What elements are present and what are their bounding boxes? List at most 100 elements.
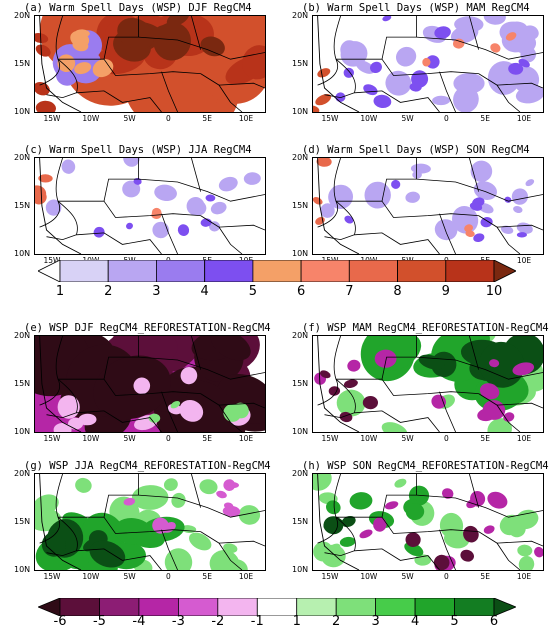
coastline <box>39 16 82 112</box>
colorbar-max-arrow <box>493 597 518 617</box>
field-blob <box>323 517 344 532</box>
field-blob <box>432 95 451 106</box>
coastline <box>39 336 82 432</box>
map-area <box>312 473 544 571</box>
field-blob <box>93 226 105 238</box>
country-border <box>58 336 139 380</box>
country-border <box>76 410 162 432</box>
field-blob <box>373 517 387 532</box>
field-blob <box>454 16 484 33</box>
country-border <box>218 82 265 89</box>
country-border <box>336 474 417 518</box>
colorbar-segment <box>414 597 456 617</box>
field-blob <box>374 349 397 368</box>
colorbar-segment <box>335 597 377 617</box>
field-blob <box>443 529 470 549</box>
country-border <box>354 232 440 254</box>
colorbar-segment <box>397 259 447 283</box>
colorbar-label: -2 <box>211 614 225 629</box>
y-tick-label: 20N <box>14 469 31 478</box>
country-border <box>439 213 456 254</box>
map-field <box>313 16 543 112</box>
field-blob <box>512 362 535 376</box>
x-tick-label: 15W <box>321 114 339 123</box>
field-blob <box>61 159 76 174</box>
coastline <box>317 336 360 432</box>
country-border <box>46 92 77 99</box>
field-blob <box>123 497 136 506</box>
field-blob <box>487 418 512 432</box>
map-area <box>34 157 266 255</box>
map-panel-f: (f) WSP MAM RegCM4_REFORESTATION-RegCM4 2… <box>292 320 552 458</box>
field-blob <box>410 163 431 174</box>
colorbar-segment <box>454 597 495 617</box>
field-blob <box>517 544 533 557</box>
field-blob <box>483 525 495 534</box>
field-blob <box>133 531 165 548</box>
x-tick-label: 10W <box>360 572 378 581</box>
y-tick-label: 15N <box>14 379 31 388</box>
map-panel-h: (h) WSP SON RegCM4_REFORESTATION-RegCM4 2… <box>292 458 552 596</box>
field-blob <box>441 488 454 499</box>
colorbar-label: 2 <box>104 284 113 299</box>
field-blob <box>490 43 501 53</box>
country-border <box>191 158 201 192</box>
y-tick-label: 10N <box>292 249 309 258</box>
country-border <box>381 516 479 534</box>
field-blob <box>405 532 421 548</box>
colorbar-label: 1 <box>55 284 65 299</box>
field-blob <box>515 85 543 104</box>
country-border <box>218 224 265 231</box>
map-area <box>312 335 544 433</box>
country-border <box>439 529 456 570</box>
country-border <box>200 531 243 570</box>
field-blob <box>41 532 67 557</box>
x-tick-label: 0 <box>444 572 449 581</box>
panel-title: (e) WSP DJF RegCM4_REFORESTATION-RegCM4 <box>24 322 271 334</box>
colorbar-label: 8 <box>393 284 402 299</box>
country-border <box>324 550 355 557</box>
x-tick-label: 0 <box>444 114 449 123</box>
country-border <box>381 200 479 218</box>
country-border <box>103 516 201 534</box>
field-blob <box>434 26 451 39</box>
country-border <box>496 224 543 231</box>
y-tick-label: 10N <box>292 107 309 116</box>
country-border <box>354 548 440 570</box>
colorbar-segment <box>375 597 416 617</box>
field-blob <box>89 540 126 568</box>
x-tick-label: 10W <box>82 114 100 123</box>
country-border <box>381 378 479 396</box>
map-field <box>35 474 265 570</box>
panel-title: (h) WSP SON RegCM4_REFORESTATION-RegCM4 <box>302 460 549 472</box>
field-blob <box>394 478 407 488</box>
field-blob <box>489 359 500 368</box>
field-blob <box>349 492 373 510</box>
field-blob <box>384 501 399 510</box>
map-panel-g: (g) WSP JJA RegCM4_REFORESTATION-RegCM4 2… <box>14 458 286 596</box>
x-tick-label: 10E <box>238 572 254 581</box>
field-blob <box>320 203 335 218</box>
field-blob <box>479 383 500 400</box>
field-blob <box>391 179 401 189</box>
field-blob <box>124 47 219 112</box>
panel-title: (d) Warm Spell Days (WSP) SON RegCM4 <box>302 144 530 156</box>
field-blob <box>117 17 154 50</box>
field-blob <box>313 474 332 491</box>
colorbar-segment <box>300 259 350 283</box>
x-tick-label: 10W <box>360 434 378 443</box>
field-blob <box>347 359 361 372</box>
field-blob <box>483 16 506 25</box>
field-blob <box>465 230 475 238</box>
y-tick-label: 15N <box>14 59 31 68</box>
colorbar-diff: -6 -5 -4 -3 -2 -1 1 2 3 4 5 6 <box>36 597 518 631</box>
y-tick-label: 20N <box>14 153 31 162</box>
country-border <box>103 378 201 396</box>
y-tick-label: 15N <box>292 201 309 210</box>
colorbar-diff-bar <box>36 597 518 617</box>
colorbar-label: -5 <box>92 614 106 629</box>
field-blob <box>315 93 332 106</box>
field-blob <box>92 59 114 78</box>
country-border <box>161 213 178 254</box>
field-blob <box>45 199 62 216</box>
